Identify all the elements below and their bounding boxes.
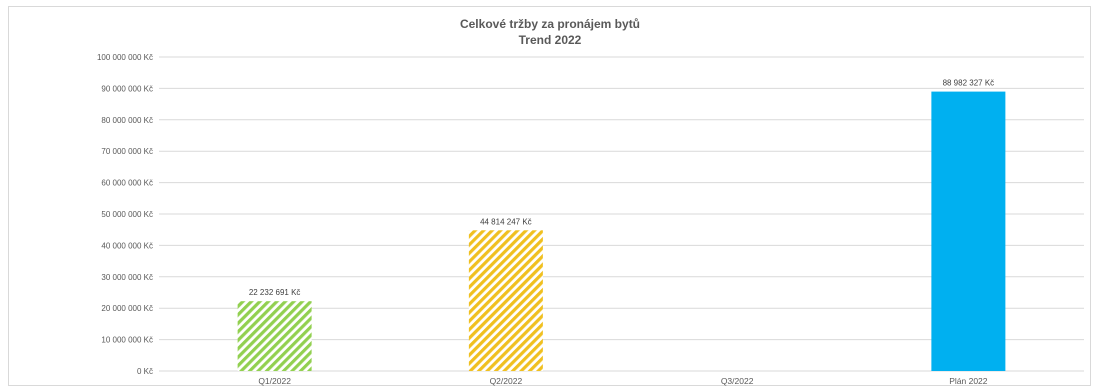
- data-label: 88 982 327 Kč: [943, 79, 995, 88]
- y-tick-label: 40 000 000 Kč: [101, 241, 153, 250]
- chart-subtitle: Trend 2022: [519, 33, 582, 47]
- y-tick-label: 0 Kč: [137, 367, 153, 376]
- y-tick-label: 60 000 000 Kč: [101, 179, 153, 188]
- data-label: 44 814 247 Kč: [480, 217, 532, 226]
- y-tick-label: 20 000 000 Kč: [101, 304, 153, 313]
- y-tick-label: 50 000 000 Kč: [101, 210, 153, 219]
- data-labels: 22 232 691 Kč 44 814 247 Kč 88 982 327 Kč: [249, 79, 994, 298]
- x-axis-category-labels: Q1/2022 Q2/2022 Q3/2022 Plán 2022: [258, 376, 987, 386]
- y-tick-label: 100 000 000 Kč: [97, 53, 153, 62]
- y-tick-label: 70 000 000 Kč: [101, 147, 153, 156]
- x-category-label: Plán 2022: [949, 376, 988, 386]
- x-category-label: Q3/2022: [721, 376, 754, 386]
- bar-q2-2022: [468, 230, 543, 371]
- x-category-label: Q1/2022: [258, 376, 291, 386]
- y-tick-label: 10 000 000 Kč: [101, 336, 153, 345]
- bar-chart: Celkové tržby za pronájem bytů Trend 202…: [97, 17, 1084, 386]
- x-category-label: Q2/2022: [490, 376, 523, 386]
- data-label: 22 232 691 Kč: [249, 288, 301, 297]
- y-tick-label: 30 000 000 Kč: [101, 273, 153, 282]
- bar-pl-n-2022: [931, 91, 1006, 371]
- bars: [237, 91, 1006, 371]
- chart-title: Celkové tržby za pronájem bytů: [460, 17, 640, 31]
- chart-frame: Celkové tržby za pronájem bytů Trend 202…: [8, 6, 1091, 386]
- bar-q1-2022: [237, 301, 312, 371]
- gridlines: [159, 56, 1084, 372]
- y-tick-label: 80 000 000 Kč: [101, 116, 153, 125]
- y-axis-tick-labels: 0 Kč 10 000 000 Kč 20 000 000 Kč 30 000 000…: [97, 53, 153, 376]
- y-tick-label: 90 000 000 Kč: [101, 84, 153, 93]
